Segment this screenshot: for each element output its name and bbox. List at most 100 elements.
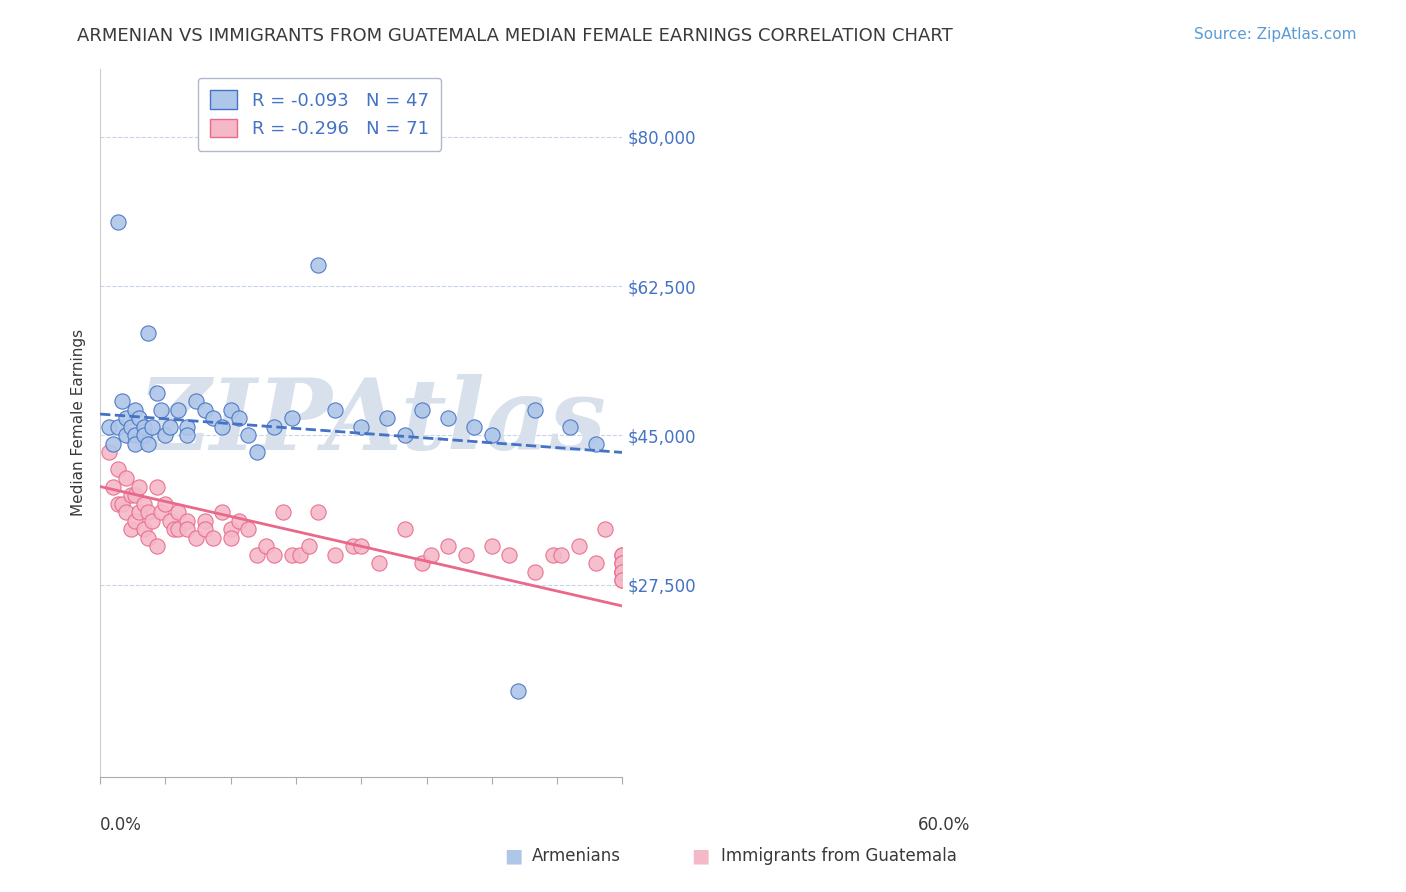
Point	[136, 531, 159, 545]
Point	[219, 531, 242, 545]
Point	[128, 411, 150, 425]
Point	[411, 402, 433, 417]
Point	[124, 514, 146, 528]
Point	[124, 488, 146, 502]
Point	[211, 420, 233, 434]
Point	[612, 548, 634, 562]
Point	[419, 548, 441, 562]
Point	[271, 505, 294, 519]
Point	[411, 557, 433, 571]
Point	[194, 522, 217, 536]
Point	[585, 437, 607, 451]
Point	[394, 428, 416, 442]
Point	[120, 420, 142, 434]
Point	[163, 522, 186, 536]
Point	[481, 428, 503, 442]
Legend: R = -0.093   N = 47, R = -0.296   N = 71: R = -0.093 N = 47, R = -0.296 N = 71	[198, 78, 441, 151]
Point	[120, 488, 142, 502]
Point	[298, 539, 321, 553]
Point	[124, 428, 146, 442]
Point	[107, 420, 129, 434]
Text: 60.0%: 60.0%	[918, 815, 970, 833]
Point	[498, 548, 520, 562]
Point	[454, 548, 477, 562]
Point	[560, 420, 582, 434]
Text: ZIPAtlas: ZIPAtlas	[138, 375, 606, 471]
Point	[107, 497, 129, 511]
Point	[103, 437, 125, 451]
Point	[176, 420, 198, 434]
Point	[290, 548, 312, 562]
Point	[323, 402, 346, 417]
Point	[612, 565, 634, 579]
Text: 0.0%: 0.0%	[100, 815, 142, 833]
Point	[228, 411, 250, 425]
Point	[132, 420, 155, 434]
Point	[159, 420, 181, 434]
Point	[184, 394, 207, 409]
Point	[524, 402, 547, 417]
Point	[107, 215, 129, 229]
Point	[145, 479, 167, 493]
Point	[612, 557, 634, 571]
Point	[585, 557, 607, 571]
Point	[350, 420, 373, 434]
Point	[593, 522, 616, 536]
Point	[612, 548, 634, 562]
Point	[107, 462, 129, 476]
Point	[145, 539, 167, 553]
Point	[103, 479, 125, 493]
Point	[280, 548, 302, 562]
Point	[128, 479, 150, 493]
Point	[246, 445, 269, 459]
Point	[115, 428, 138, 442]
Point	[141, 514, 163, 528]
Point	[506, 684, 529, 698]
Point	[150, 402, 173, 417]
Point	[307, 505, 329, 519]
Text: ■: ■	[503, 847, 523, 865]
Point	[145, 385, 167, 400]
Point	[612, 565, 634, 579]
Point	[132, 497, 155, 511]
Point	[211, 505, 233, 519]
Point	[97, 445, 120, 459]
Point	[246, 548, 269, 562]
Point	[194, 402, 217, 417]
Point	[568, 539, 591, 553]
Point	[111, 394, 134, 409]
Point	[236, 428, 259, 442]
Point	[159, 514, 181, 528]
Point	[124, 437, 146, 451]
Point	[176, 514, 198, 528]
Point	[612, 574, 634, 588]
Point	[141, 420, 163, 434]
Point	[307, 258, 329, 272]
Point	[132, 522, 155, 536]
Point	[524, 565, 547, 579]
Point	[194, 514, 217, 528]
Point	[136, 505, 159, 519]
Point	[128, 505, 150, 519]
Point	[481, 539, 503, 553]
Point	[120, 522, 142, 536]
Point	[115, 411, 138, 425]
Point	[115, 505, 138, 519]
Point	[97, 420, 120, 434]
Point	[612, 557, 634, 571]
Point	[167, 522, 190, 536]
Point	[202, 531, 225, 545]
Point	[437, 539, 460, 553]
Point	[236, 522, 259, 536]
Point	[280, 411, 302, 425]
Point	[612, 574, 634, 588]
Y-axis label: Median Female Earnings: Median Female Earnings	[72, 329, 86, 516]
Point	[176, 522, 198, 536]
Point	[155, 497, 177, 511]
Point	[150, 505, 173, 519]
Text: Armenians: Armenians	[531, 847, 620, 865]
Point	[136, 437, 159, 451]
Point	[136, 326, 159, 340]
Point	[263, 420, 285, 434]
Text: ARMENIAN VS IMMIGRANTS FROM GUATEMALA MEDIAN FEMALE EARNINGS CORRELATION CHART: ARMENIAN VS IMMIGRANTS FROM GUATEMALA ME…	[77, 27, 953, 45]
